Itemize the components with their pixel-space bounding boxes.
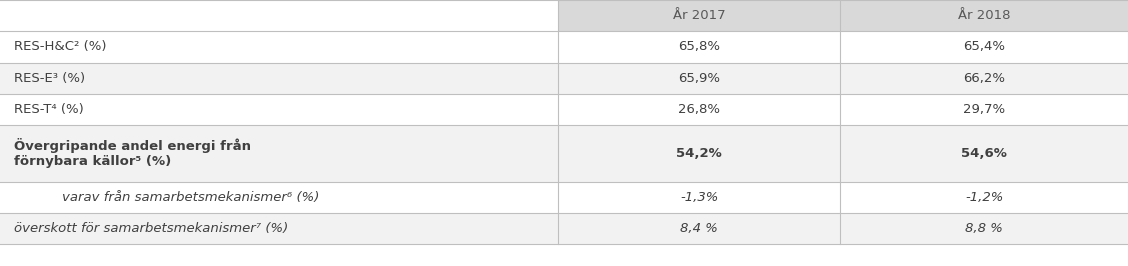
Bar (840, 181, 1128, 213)
Bar (0, 31, 558, 63)
Bar (558, 63, 840, 94)
Text: varav från samarbetsmekanismer⁶ (%): varav från samarbetsmekanismer⁶ (%) (62, 191, 319, 204)
Text: 8,8 %: 8,8 % (966, 222, 1003, 235)
Bar (0, 181, 558, 213)
Bar (558, 0, 840, 31)
Text: 54,6%: 54,6% (961, 147, 1007, 160)
Bar (558, 181, 840, 213)
Bar (0, 213, 558, 244)
Bar (0, 63, 558, 94)
Text: RES-T⁴ (%): RES-T⁴ (%) (14, 103, 83, 116)
Text: 65,8%: 65,8% (678, 40, 721, 53)
Bar (840, 94, 1128, 125)
Text: 54,2%: 54,2% (677, 147, 722, 160)
Text: RES-E³ (%): RES-E³ (%) (14, 72, 85, 85)
Text: År 2018: År 2018 (958, 9, 1011, 22)
Bar (840, 31, 1128, 63)
Bar (0, 94, 558, 125)
Bar (840, 0, 1128, 31)
Text: 66,2%: 66,2% (963, 72, 1005, 85)
Text: 65,4%: 65,4% (963, 40, 1005, 53)
Text: 8,4 %: 8,4 % (680, 222, 719, 235)
Text: -1,3%: -1,3% (680, 191, 719, 204)
Bar (840, 63, 1128, 94)
Text: Övergripande andel energi från
förnybara källor⁵ (%): Övergripande andel energi från förnybara… (14, 138, 250, 168)
Bar (840, 125, 1128, 181)
Text: 65,9%: 65,9% (678, 72, 721, 85)
Bar (558, 94, 840, 125)
Bar (558, 125, 840, 181)
Text: År 2017: År 2017 (673, 9, 725, 22)
Bar (840, 213, 1128, 244)
Text: RES-H&C² (%): RES-H&C² (%) (14, 40, 106, 53)
Text: överskott för samarbetsmekanismer⁷ (%): överskott för samarbetsmekanismer⁷ (%) (14, 222, 288, 235)
Bar (0, 125, 558, 181)
Bar (0, 0, 558, 31)
Bar (558, 213, 840, 244)
Text: 29,7%: 29,7% (963, 103, 1005, 116)
Text: -1,2%: -1,2% (964, 191, 1004, 204)
Bar (558, 31, 840, 63)
Text: 26,8%: 26,8% (678, 103, 721, 116)
